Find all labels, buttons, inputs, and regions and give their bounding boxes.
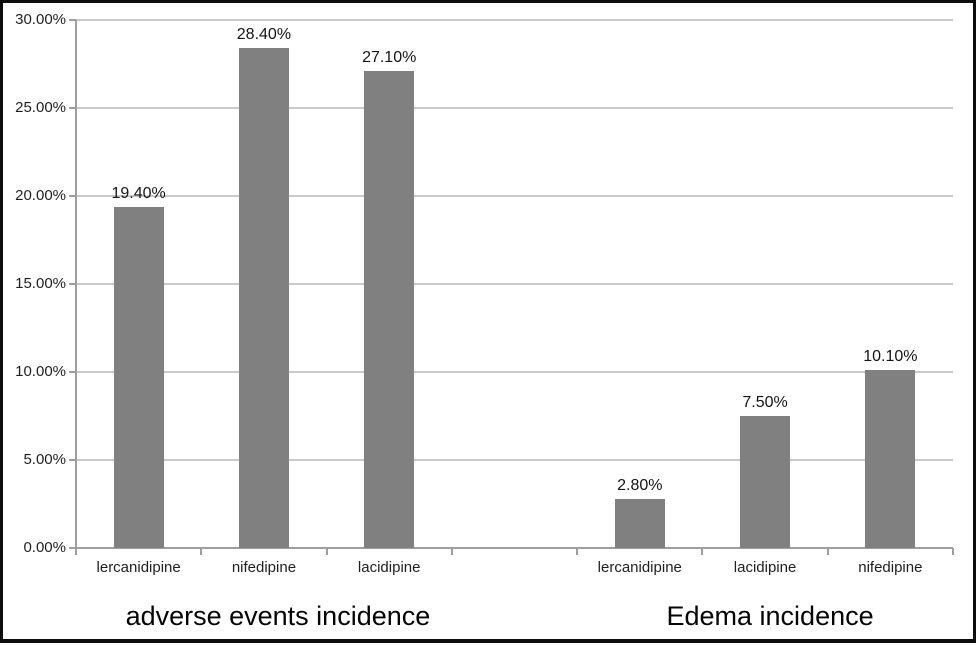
y-axis-tick-label: 25.00%	[15, 99, 66, 116]
y-axis-tick-label: 5.00%	[23, 451, 66, 468]
y-axis-tick-label: 10.00%	[15, 363, 66, 380]
bar-value-label: 7.50%	[742, 394, 788, 411]
x-axis-tick	[200, 548, 203, 555]
bar	[113, 206, 164, 548]
x-axis-tick	[450, 548, 453, 555]
category-label: lacidipine	[357, 559, 421, 576]
category-label: lercanidipine	[96, 559, 181, 576]
axis-group-label: Edema incidence	[666, 601, 874, 631]
y-axis-tick	[69, 283, 76, 285]
bar-value-label: 28.40%	[236, 26, 292, 44]
category-label: nifedipine	[231, 559, 297, 576]
bar	[614, 498, 665, 548]
bar	[238, 48, 289, 548]
gridline	[76, 283, 953, 285]
category-label: lercanidipine	[597, 559, 682, 576]
bar-value-label: 10.10%	[863, 348, 918, 366]
gridline	[76, 19, 953, 21]
y-axis-tick-label: 15.00%	[15, 275, 66, 292]
gridline	[76, 107, 953, 109]
bar	[740, 416, 791, 548]
bar	[364, 71, 415, 548]
y-axis-tick	[69, 107, 76, 109]
x-axis-tick	[826, 548, 829, 555]
category-label: nifedipine	[858, 559, 923, 576]
x-axis-tick	[75, 548, 77, 555]
y-axis-tick-label: 30.00%	[15, 11, 66, 28]
axis-group-label: adverse events incidence	[125, 601, 431, 631]
bar-value-label: 19.40%	[111, 184, 166, 202]
category-label: lacidipine	[733, 559, 797, 576]
y-axis-tick	[69, 19, 76, 21]
gridline	[76, 195, 953, 197]
bar-chart: 0.00% 5.00% 10.00% 15.00% 20.00% 25.00% 30.00%…	[3, 3, 973, 639]
y-axis-tick-label: 0.00%	[23, 539, 66, 556]
x-axis-tick	[701, 548, 704, 555]
gridline	[76, 371, 953, 373]
y-axis-tick	[69, 459, 76, 461]
gridline	[76, 459, 953, 461]
y-axis-line	[75, 20, 77, 548]
x-axis-tick	[576, 548, 579, 555]
y-axis-tick	[69, 195, 76, 197]
bar-value-label: 2.80%	[617, 476, 663, 494]
bar-value-label: 27.10%	[362, 49, 417, 67]
y-axis-tick-label: 20.00%	[15, 187, 66, 204]
x-axis-tick	[325, 548, 328, 555]
x-axis-line	[69, 547, 953, 549]
bar	[865, 370, 916, 548]
x-axis-tick	[952, 548, 954, 555]
y-axis-tick	[69, 371, 76, 373]
